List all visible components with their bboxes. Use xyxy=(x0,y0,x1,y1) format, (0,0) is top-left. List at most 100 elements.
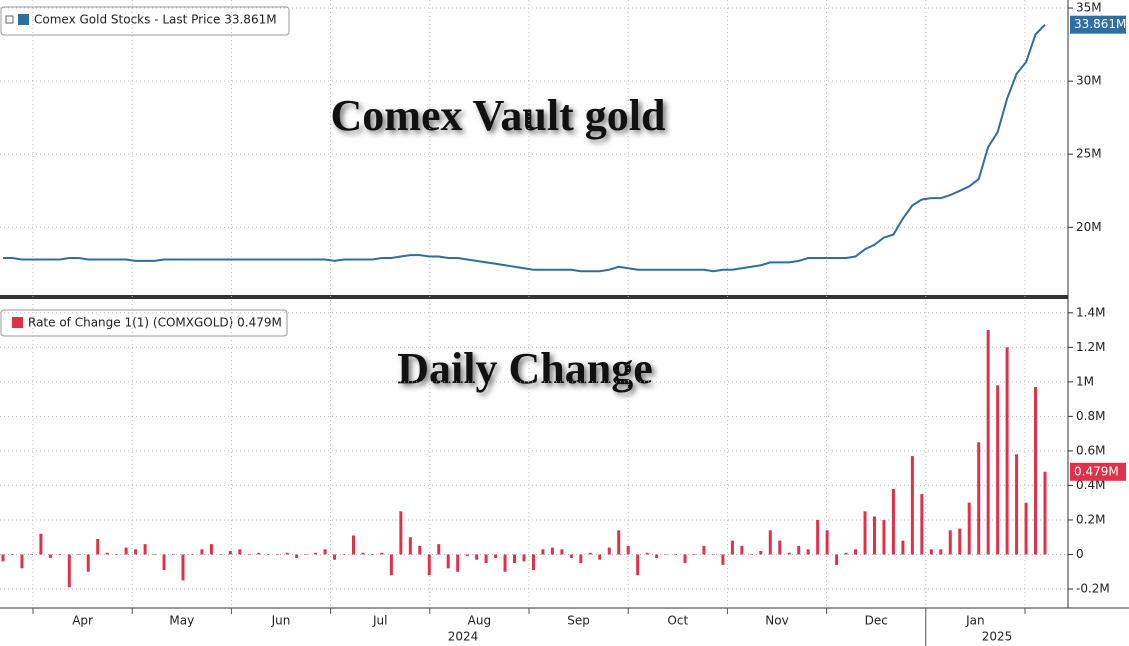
bar xyxy=(408,537,412,555)
y-tick-label: 1.2M xyxy=(1076,340,1105,354)
bar xyxy=(323,549,327,555)
bar xyxy=(977,442,981,555)
bar xyxy=(427,554,431,576)
bar xyxy=(825,530,829,555)
bar xyxy=(759,551,763,555)
bar xyxy=(219,554,223,555)
bar xyxy=(749,554,753,555)
bar xyxy=(153,554,157,555)
x-tick-label: Aug xyxy=(468,614,491,628)
legend-label: Comex Gold Stocks - Last Price 33.861M xyxy=(34,13,277,27)
bar xyxy=(266,554,270,555)
bar xyxy=(929,549,933,555)
bar xyxy=(872,516,876,555)
bar xyxy=(730,540,734,555)
bar xyxy=(550,547,554,555)
bar xyxy=(522,554,526,562)
bar xyxy=(333,554,337,560)
bar xyxy=(674,554,678,555)
bar xyxy=(134,549,138,555)
x-tick-label: May xyxy=(169,614,194,628)
x-tick-label: Apr xyxy=(72,614,93,628)
bar xyxy=(181,554,185,581)
bar xyxy=(986,330,990,555)
bar xyxy=(891,488,895,555)
bar xyxy=(238,549,242,555)
last-value-label: 0.479M xyxy=(1074,464,1119,478)
bar xyxy=(494,554,498,558)
bar xyxy=(484,554,488,564)
bar xyxy=(806,549,810,555)
bar xyxy=(721,554,725,565)
bar xyxy=(20,554,24,569)
bar xyxy=(1,554,5,562)
legend-label: Rate of Change 1(1) (COMXGOLD) 0.479M xyxy=(28,316,282,330)
bar xyxy=(1034,387,1038,555)
bar xyxy=(475,554,479,560)
bar xyxy=(209,544,213,555)
year-label: 2024 xyxy=(448,630,479,644)
bar xyxy=(541,549,545,555)
bar xyxy=(162,554,166,571)
bar xyxy=(939,549,943,555)
bar xyxy=(314,552,318,555)
legend xyxy=(0,309,288,337)
year-label: 2025 xyxy=(982,630,1013,644)
bar xyxy=(48,554,52,558)
bar xyxy=(10,554,14,555)
bar xyxy=(996,385,1000,555)
bar xyxy=(579,554,583,564)
bar xyxy=(683,554,687,564)
bar xyxy=(276,554,280,555)
x-tick-label: Jan xyxy=(965,614,985,628)
bar xyxy=(626,545,630,555)
bar xyxy=(854,549,858,555)
y-tick-label: 0.8M xyxy=(1076,409,1105,423)
last-value-tag xyxy=(1070,462,1126,481)
bar xyxy=(105,552,109,555)
last-value-label: 33.861M xyxy=(1074,17,1126,31)
bar xyxy=(285,552,289,555)
bar xyxy=(1005,347,1009,555)
x-tick-label: Sep xyxy=(567,614,590,628)
bar xyxy=(967,502,971,555)
bar xyxy=(304,554,308,555)
bar xyxy=(190,554,194,555)
y-tick-label: 0.6M xyxy=(1076,443,1105,457)
bar xyxy=(1043,471,1047,555)
bar xyxy=(816,519,820,555)
bar xyxy=(910,456,914,555)
legend xyxy=(0,6,290,36)
bar xyxy=(58,554,62,555)
bar xyxy=(247,554,251,555)
bar xyxy=(67,554,71,588)
bar xyxy=(115,554,119,555)
x-tick-label: Jun xyxy=(271,614,291,628)
bar xyxy=(617,530,621,555)
bar xyxy=(598,554,602,560)
y-tick-label: 0.4M xyxy=(1076,478,1105,492)
bar xyxy=(172,554,176,555)
bar xyxy=(797,545,801,555)
bar xyxy=(342,554,346,555)
x-tick-label: Nov xyxy=(765,614,788,628)
bar xyxy=(645,552,649,555)
bar xyxy=(636,554,640,576)
bar xyxy=(399,511,403,555)
bar xyxy=(228,551,232,555)
bar xyxy=(465,554,469,557)
bar xyxy=(844,552,848,555)
legend-toggle[interactable] xyxy=(5,15,14,24)
bar xyxy=(778,540,782,555)
y-tick-label: -0.2M xyxy=(1076,582,1110,596)
bar xyxy=(882,519,886,555)
bar xyxy=(531,554,535,571)
bar xyxy=(920,494,924,555)
bar xyxy=(569,554,573,558)
bar xyxy=(693,554,697,555)
bar xyxy=(456,554,460,572)
bar xyxy=(1015,454,1019,555)
bar xyxy=(655,554,659,558)
bar xyxy=(361,552,365,555)
bar xyxy=(948,530,952,555)
